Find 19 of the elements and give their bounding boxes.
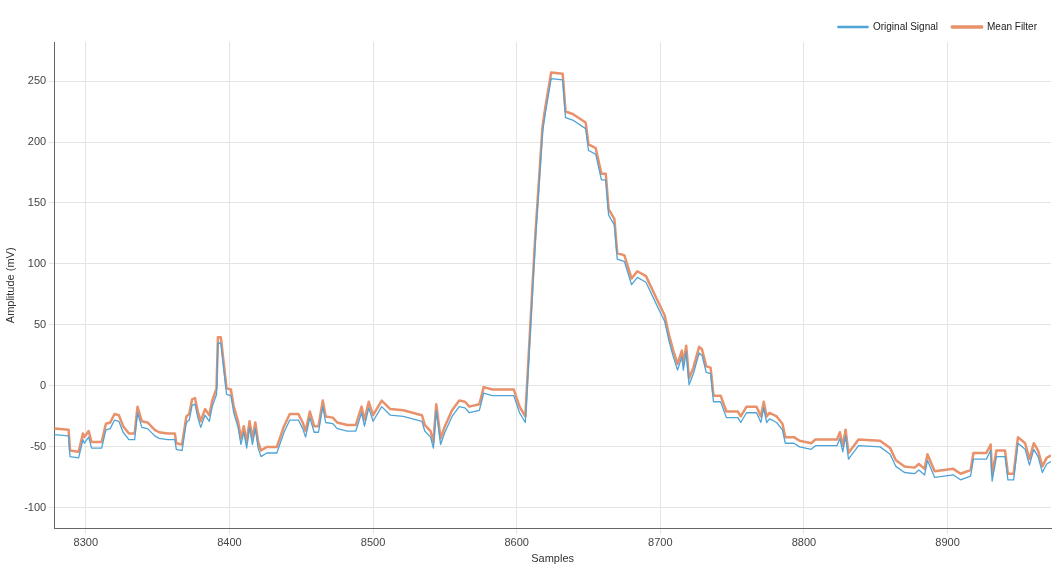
y-tick-label: 100 [27, 256, 47, 269]
x-tick-label: 8300 [73, 536, 99, 549]
x-tick-label: 8400 [217, 536, 242, 549]
y-tick-label: 50 [33, 317, 47, 330]
x-tick-label: 8600 [504, 536, 529, 549]
legend-label: Mean Filter [986, 20, 1038, 32]
x-tick-label: 8800 [791, 536, 817, 549]
x-tick-label: 8900 [935, 536, 960, 549]
legend-label: Original Signal [872, 20, 938, 32]
y-tick-label: 250 [27, 74, 47, 87]
y-tick-label: 200 [27, 135, 47, 148]
x-axis-title: Samples [531, 552, 575, 565]
x-tick-label: 8500 [360, 536, 386, 549]
x-tick-label: 8700 [648, 536, 673, 549]
y-tick-label: 0 [40, 378, 47, 391]
y-tick-label: -50 [30, 439, 47, 452]
y-axis-title: Amplitude (mV) [3, 247, 16, 324]
y-tick-label: -100 [24, 500, 47, 513]
y-tick-label: 150 [27, 196, 47, 209]
